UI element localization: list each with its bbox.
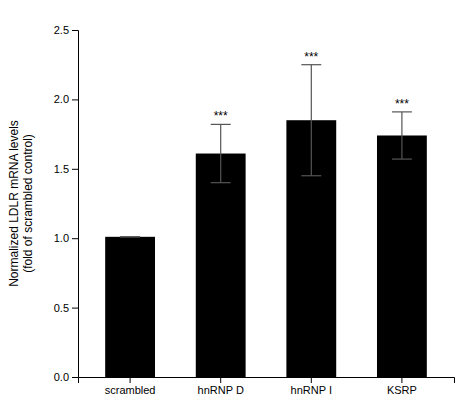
y-tick: 0.0 [54,371,78,383]
error-bar-line [211,182,231,183]
bar [196,154,246,377]
y-axis-title: Normalized LDLR mRNA levels(fold of scra… [7,120,35,287]
y-axis-title-line: Normalized LDLR mRNA levels [7,120,21,287]
y-tick-line [72,99,78,100]
y-tick-line [72,238,78,239]
error-bar [392,112,412,159]
error-bar-line [311,65,312,176]
error-bar-line [392,111,412,112]
y-axis: 0.0 0.5 1.0 1.5 2.0 2.5 [54,24,79,383]
error-bar [301,65,321,176]
plot: 0.0 0.5 1.0 1.5 2.0 2.5 scrambled hnRNP D hnRNP … [54,24,455,396]
y-tick-label: 0.5 [54,302,69,314]
y-tick-label: 1.0 [54,232,69,244]
y-tick-line [72,169,78,170]
significance-label: *** [395,97,409,111]
significance-label: *** [304,50,318,64]
y-tick: 1.0 [54,232,78,244]
error-bar-line [211,124,231,125]
y-tick: 1.5 [54,163,78,175]
x-tick-line [130,377,131,383]
x-tick-label: hnRNP D [198,384,244,396]
x-tick-label: scrambled [105,384,156,396]
x-tick-line [220,377,221,383]
x-tick-label: hnRNP I [291,384,332,396]
y-tick: 0.5 [54,302,78,314]
x-axis: scrambled hnRNP D hnRNP I KSRP [79,377,455,396]
error-bar [211,124,231,182]
error-bar-line [301,64,321,65]
y-tick-line [72,377,78,378]
y-tick-label: 0.0 [54,371,69,383]
significance-label: *** [214,109,228,123]
y-tick-line [72,30,78,31]
x-tick: KSRP [387,377,417,396]
axis-domain [79,378,455,384]
error-bar-line [220,124,221,182]
chart-svg: 0.0 0.5 1.0 1.5 2.0 2.5 scrambled hnRNP D hnRNP … [0,0,474,417]
error-bar [120,236,140,237]
axis-domain [72,31,79,378]
y-tick: 2.5 [54,24,78,36]
x-tick-label: KSRP [387,384,417,396]
error-bar-line [120,236,140,237]
x-tick: hnRNP I [291,377,332,396]
marks [105,65,427,377]
error-bar-line [120,236,140,237]
y-axis-title-line: (fold of scrambled control) [21,134,35,273]
y-tick-label: 2.0 [54,93,69,105]
error-bar-line [301,175,321,176]
bar [105,237,155,377]
x-tick: hnRNP D [198,377,244,396]
error-bar-line [401,112,402,159]
error-bar-line [392,158,412,159]
bar [377,135,427,377]
y-tick-label: 2.5 [54,24,69,36]
x-tick-line [401,377,402,383]
y-tick-label: 1.5 [54,163,69,175]
x-tick-line [311,377,312,383]
annotations: *** *** *** [214,50,410,124]
x-tick: scrambled [105,377,156,396]
y-tick: 2.0 [54,93,78,105]
y-tick-line [72,308,78,309]
